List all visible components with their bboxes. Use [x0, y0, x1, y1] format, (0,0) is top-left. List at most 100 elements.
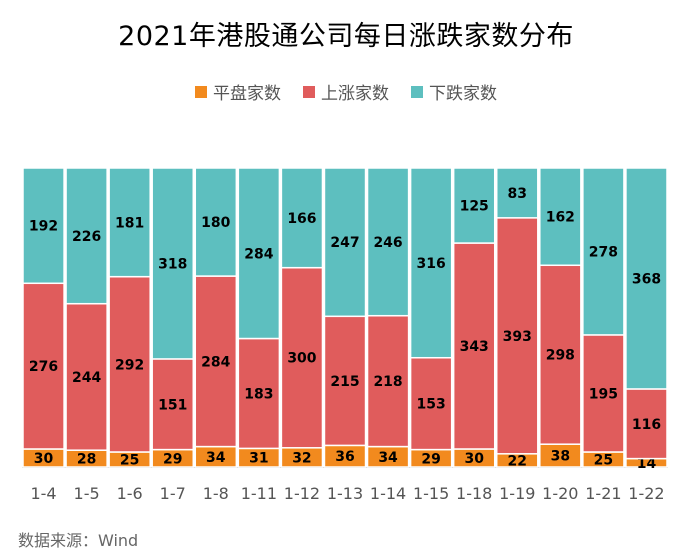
legend-label-up: 上涨家数 — [321, 84, 389, 104]
data-label-down-1-12: 166 — [287, 211, 316, 227]
bar-segment-up-1-15 — [409, 356, 453, 451]
x-tick-label-1-22: 1-22 — [628, 484, 664, 503]
data-label-up-1-22: 116 — [632, 417, 661, 433]
source-note: 数据来源：Wind — [18, 531, 139, 550]
bar-segment-up-1-6 — [108, 275, 151, 453]
legend-swatch-down — [411, 85, 423, 98]
data-label-up-1-21: 195 — [589, 386, 618, 402]
bar-segment-up-1-5 — [65, 302, 108, 451]
data-label-down-1-22: 368 — [632, 271, 661, 287]
data-label-flat-1-22: 14 — [637, 456, 657, 472]
bar-segment-down-1-5 — [65, 167, 108, 305]
data-label-up-1-14: 218 — [373, 374, 402, 390]
bar-segment-down-1-4 — [22, 167, 65, 285]
data-label-flat-1-4: 30 — [34, 451, 54, 467]
data-label-down-1-15: 316 — [417, 256, 446, 272]
data-label-down-1-18: 125 — [460, 199, 489, 215]
bar-segment-up-1-14 — [366, 314, 410, 448]
data-label-up-1-18: 343 — [460, 339, 489, 355]
x-tick-label-1-12: 1-12 — [284, 484, 320, 503]
data-label-up-1-19: 393 — [503, 329, 532, 345]
legend-label-flat: 平盘家数 — [213, 84, 281, 104]
data-label-up-1-13: 215 — [330, 374, 359, 390]
data-label-flat-1-15: 29 — [421, 451, 440, 467]
x-tick-label-1-5: 1-5 — [74, 484, 100, 503]
x-tick-label-1-20: 1-20 — [542, 484, 578, 503]
bar-segment-down-1-14 — [366, 167, 410, 317]
data-label-up-1-6: 292 — [115, 357, 144, 373]
data-label-flat-1-12: 32 — [292, 450, 311, 466]
data-label-up-1-12: 300 — [287, 351, 316, 367]
data-label-down-1-21: 278 — [589, 244, 618, 260]
bar-segment-up-1-21 — [582, 334, 625, 453]
data-label-up-1-4: 276 — [29, 359, 58, 375]
bar-segment-down-1-22 — [625, 167, 668, 390]
bar-segment-down-1-8 — [194, 167, 238, 277]
legend-item-up: 上涨家数 — [303, 79, 389, 104]
legend-label-down: 下跌家数 — [429, 84, 497, 104]
x-tick-label-1-7: 1-7 — [160, 484, 186, 503]
data-label-down-1-6: 181 — [115, 215, 144, 231]
bar-segment-down-1-15 — [409, 167, 453, 359]
x-tick-label-1-15: 1-15 — [413, 484, 449, 503]
data-label-up-1-11: 183 — [244, 386, 273, 402]
x-tick-label-1-8: 1-8 — [203, 484, 229, 503]
bar-segment-up-1-7 — [151, 358, 195, 451]
data-label-up-1-8: 284 — [201, 354, 230, 370]
bar-segment-up-1-12 — [280, 266, 324, 449]
data-label-down-1-4: 192 — [29, 219, 58, 235]
bar-segment-down-1-20 — [539, 167, 582, 267]
data-label-flat-1-20: 38 — [551, 449, 570, 465]
data-label-down-1-13: 247 — [330, 235, 359, 251]
bar-segment-up-1-13 — [323, 315, 367, 447]
data-label-up-1-15: 153 — [417, 397, 446, 413]
bar-segment-up-1-18 — [452, 242, 496, 450]
bar-segment-down-1-21 — [582, 167, 625, 336]
bar-segment-down-1-7 — [151, 167, 195, 360]
data-label-down-1-14: 246 — [373, 235, 402, 251]
bar-segment-down-1-11 — [237, 167, 281, 340]
legend-item-flat: 平盘家数 — [195, 79, 281, 104]
bar-segment-up-1-8 — [194, 275, 238, 448]
x-tick-label-1-19: 1-19 — [499, 484, 535, 503]
legend: 平盘家数 上涨家数 下跌家数 — [0, 79, 692, 104]
data-label-up-1-20: 298 — [546, 348, 575, 364]
data-label-down-1-7: 318 — [158, 256, 187, 272]
data-label-down-1-20: 162 — [546, 210, 575, 226]
bar-segment-up-1-4 — [22, 282, 65, 450]
data-label-flat-1-5: 28 — [77, 452, 96, 468]
data-label-flat-1-19: 22 — [508, 453, 527, 469]
data-label-down-1-11: 284 — [244, 246, 273, 262]
x-tick-label-1-21: 1-21 — [585, 484, 621, 503]
data-label-flat-1-8: 34 — [206, 450, 226, 466]
data-label-flat-1-21: 25 — [594, 452, 613, 468]
x-tick-label-1-13: 1-13 — [327, 484, 363, 503]
data-label-down-1-5: 226 — [72, 229, 101, 245]
legend-swatch-flat — [195, 85, 207, 98]
data-label-up-1-7: 151 — [158, 397, 187, 413]
bar-segment-down-1-6 — [108, 167, 151, 278]
x-tick-label-1-18: 1-18 — [456, 484, 492, 503]
x-tick-label-1-6: 1-6 — [117, 484, 143, 503]
data-label-flat-1-18: 30 — [464, 451, 484, 467]
data-label-flat-1-11: 31 — [249, 451, 268, 467]
bar-segment-down-1-13 — [323, 167, 367, 318]
bar-segment-up-1-19 — [495, 217, 539, 455]
x-tick-label-1-11: 1-11 — [241, 484, 277, 503]
data-label-flat-1-14: 34 — [378, 450, 398, 466]
bar-segment-down-1-19 — [495, 167, 539, 219]
legend-item-down: 下跌家数 — [411, 79, 497, 104]
x-tick-label-1-14: 1-14 — [370, 484, 406, 503]
data-label-down-1-8: 180 — [201, 215, 230, 231]
chart-title: 2021年港股通公司每日涨跌家数分布 — [118, 21, 574, 52]
data-label-flat-1-6: 25 — [120, 452, 139, 468]
bar-segment-down-1-18 — [452, 167, 496, 244]
data-label-down-1-19: 83 — [508, 186, 527, 202]
data-label-up-1-5: 244 — [72, 370, 101, 386]
x-tick-label-1-4: 1-4 — [30, 484, 56, 503]
legend-swatch-up — [303, 85, 315, 98]
bar-segment-down-1-12 — [280, 167, 324, 269]
data-label-flat-1-7: 29 — [163, 451, 182, 467]
data-label-flat-1-13: 36 — [335, 449, 354, 465]
